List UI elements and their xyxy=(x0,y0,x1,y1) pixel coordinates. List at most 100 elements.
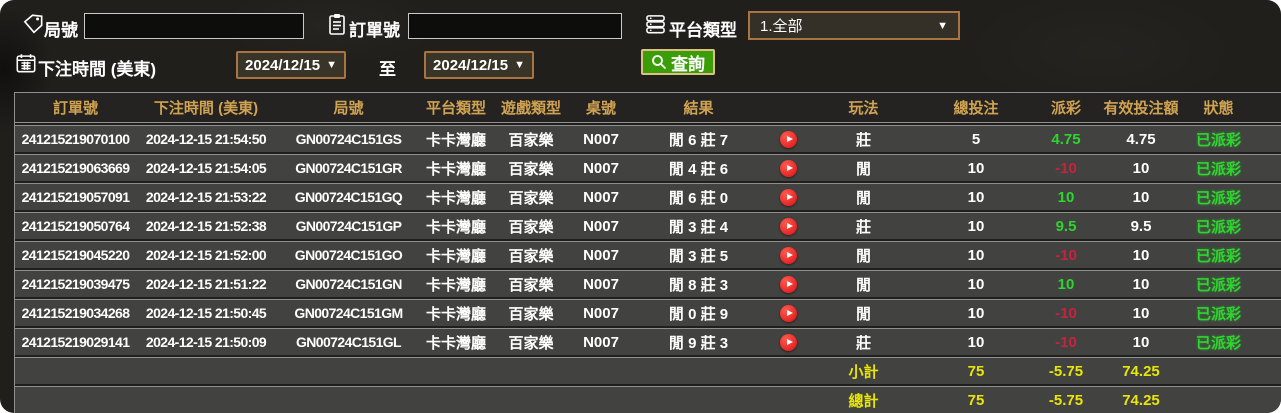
table-header-row: 訂單號 下注時間 (美東) 局號 平台類型 遊戲類型 桌號 結果 玩法 總投注 … xyxy=(15,92,1281,123)
platform-type-label: 平台類型 xyxy=(669,21,737,40)
table-row: 241215219070100 2024-12-15 21:54:50 GN00… xyxy=(15,125,1281,152)
cell-game-type: 百家樂 xyxy=(508,276,554,294)
play-video-icon[interactable] xyxy=(780,275,797,293)
cell-platform-type: 卡卡灣廳 xyxy=(425,305,486,323)
cell-status: 已派彩 xyxy=(1195,334,1241,352)
cell-bet-time: 2024-12-15 21:51:22 xyxy=(145,276,267,292)
cell-order-no: 241215219039475 xyxy=(21,276,130,292)
cell-platform-type: 卡卡灣廳 xyxy=(425,131,486,149)
cell-status: 已派彩 xyxy=(1195,189,1241,207)
table-row: 241215219034268 2024-12-15 21:50:45 GN00… xyxy=(15,299,1281,326)
chevron-down-icon: ▼ xyxy=(514,59,525,71)
cell-bet-time: 2024-12-15 21:53:22 xyxy=(145,189,267,205)
play-video-icon[interactable] xyxy=(780,159,797,177)
game-no-label: 局號 xyxy=(44,21,78,40)
header-result: 結果 xyxy=(683,100,714,117)
cell-valid-bet: 9.5 xyxy=(1130,217,1152,235)
cell-order-no: 241215219050764 xyxy=(21,218,130,234)
cell-bet-time: 2024-12-15 21:52:38 xyxy=(145,218,267,234)
table-row: 241215219050764 2024-12-15 21:52:38 GN00… xyxy=(15,212,1281,239)
cell-game-type: 百家樂 xyxy=(508,160,554,178)
cell-clipped xyxy=(1251,242,1281,268)
cell-game-type: 百家樂 xyxy=(508,334,554,352)
cell-valid-bet: 10 xyxy=(1132,275,1150,293)
cell-clipped xyxy=(1251,184,1281,210)
date-to-value: 2024/12/15 xyxy=(433,56,509,74)
grand-total-row: 總計 75 -5.75 74.25 xyxy=(15,386,1281,413)
cell-total-bet: 5 xyxy=(971,130,981,148)
cell-clipped xyxy=(1251,155,1281,181)
cell-table-no: N007 xyxy=(583,333,619,351)
cell-platform-type: 卡卡灣廳 xyxy=(425,189,486,207)
table-row: 241215219045220 2024-12-15 21:52:00 GN00… xyxy=(15,241,1281,268)
cell-total-bet: 10 xyxy=(967,333,985,351)
cell-payout: 4.75 xyxy=(1051,130,1081,148)
table-row: 241215219029141 2024-12-15 21:50:09 GN00… xyxy=(15,328,1281,355)
chevron-down-icon: ▼ xyxy=(326,59,337,71)
cell-platform-type: 卡卡灣廳 xyxy=(425,276,486,294)
platform-type-value: 1.全部 xyxy=(760,18,803,35)
cell-table-no: N007 xyxy=(583,246,619,264)
cell-result: 閒 0 莊 9 xyxy=(668,305,729,323)
cell-game-type: 百家樂 xyxy=(508,305,554,323)
cell-video xyxy=(766,213,811,239)
header-play-type: 玩法 xyxy=(848,100,879,117)
header-valid-bet: 有效投注額 xyxy=(1103,100,1179,117)
play-video-icon[interactable] xyxy=(780,246,797,264)
cell-play-type: 閒 xyxy=(855,247,871,265)
table-body: 241215219070100 2024-12-15 21:54:50 GN00… xyxy=(15,125,1281,355)
play-video-icon[interactable] xyxy=(780,188,797,206)
cell-platform-type: 卡卡灣廳 xyxy=(425,218,486,236)
cell-game-no: GN00724C151GR xyxy=(295,160,402,176)
cell-bet-time: 2024-12-15 21:54:50 xyxy=(145,131,267,147)
search-button[interactable]: 查詢 xyxy=(641,49,715,75)
cell-table-no: N007 xyxy=(583,159,619,177)
date-from-picker[interactable]: 2024/12/15 ▼ xyxy=(236,51,346,79)
order-no-label: 訂單號 xyxy=(349,21,400,40)
cell-result: 閒 6 莊 7 xyxy=(668,131,729,149)
cell-total-bet: 10 xyxy=(967,217,985,235)
header-table-no: 桌號 xyxy=(585,100,616,117)
cell-video xyxy=(766,242,811,268)
bet-records-table: 訂單號 下注時間 (美東) 局號 平台類型 遊戲類型 桌號 結果 玩法 總投注 … xyxy=(14,92,1281,413)
header-game-type: 遊戲類型 xyxy=(500,100,561,117)
cell-result: 閒 3 莊 5 xyxy=(668,247,729,265)
cell-payout: -10 xyxy=(1055,333,1077,351)
header-bet-time: 下注時間 (美東) xyxy=(153,100,259,117)
platform-type-select[interactable]: 1.全部 ▼ xyxy=(748,11,960,40)
cell-clipped xyxy=(1251,271,1281,297)
cell-table-no: N007 xyxy=(583,275,619,293)
clipboard-icon xyxy=(327,12,347,36)
cell-status: 已派彩 xyxy=(1195,160,1241,178)
cell-game-no: GN00724C151GO xyxy=(294,247,403,263)
cell-total-bet: 10 xyxy=(967,188,985,206)
cell-valid-bet: 10 xyxy=(1132,304,1150,322)
order-no-input[interactable] xyxy=(408,13,622,39)
cell-result: 閒 9 莊 3 xyxy=(668,334,729,352)
game-no-input[interactable] xyxy=(84,13,304,39)
cell-platform-type: 卡卡灣廳 xyxy=(425,160,486,178)
cell-video xyxy=(766,329,811,355)
calendar-icon xyxy=(15,52,37,74)
cell-result: 閒 6 莊 0 xyxy=(668,189,729,207)
cell-valid-bet: 10 xyxy=(1132,246,1150,264)
header-game-no: 局號 xyxy=(333,100,364,117)
cell-game-no: GN00724C151GM xyxy=(294,305,403,321)
play-video-icon[interactable] xyxy=(780,217,797,235)
cell-valid-bet: 10 xyxy=(1132,188,1150,206)
table-row: 241215219063669 2024-12-15 21:54:05 GN00… xyxy=(15,154,1281,181)
cell-game-type: 百家樂 xyxy=(508,247,554,265)
cell-play-type: 閒 xyxy=(855,305,871,323)
cell-game-type: 百家樂 xyxy=(508,218,554,236)
cell-order-no: 241215219057091 xyxy=(21,189,130,205)
cell-play-type: 閒 xyxy=(855,276,871,294)
header-status: 狀態 xyxy=(1203,100,1234,117)
play-video-icon[interactable] xyxy=(780,333,797,351)
play-video-icon[interactable] xyxy=(780,130,797,148)
date-from-value: 2024/12/15 xyxy=(245,56,321,74)
cell-order-no: 241215219070100 xyxy=(21,131,130,147)
date-to-picker[interactable]: 2024/12/15 ▼ xyxy=(424,51,534,79)
cell-result: 閒 8 莊 3 xyxy=(668,276,729,294)
play-video-icon[interactable] xyxy=(780,304,797,322)
